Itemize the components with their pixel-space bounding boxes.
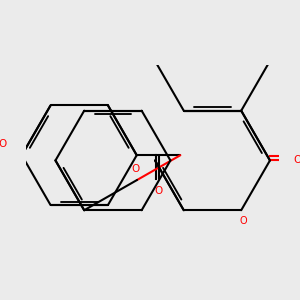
Text: O: O xyxy=(0,140,6,149)
Text: O: O xyxy=(155,186,163,196)
Text: O: O xyxy=(293,155,300,165)
Text: O: O xyxy=(132,164,140,174)
Text: O: O xyxy=(239,216,247,226)
